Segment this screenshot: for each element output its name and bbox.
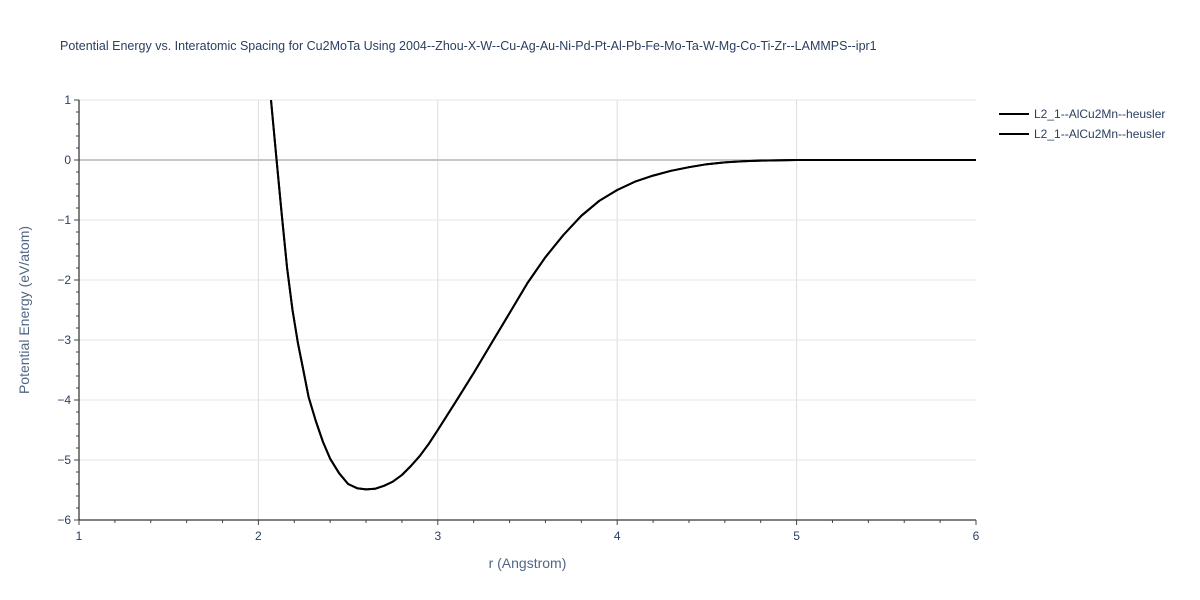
y-tick-label: −3 — [57, 333, 71, 347]
y-tick-labels: 1 0 −1 −2 −3 −4 −5 −6 — [57, 93, 71, 527]
grid — [79, 99, 976, 520]
y-tick-label: −2 — [57, 273, 71, 287]
y-tick-label: −1 — [57, 213, 71, 227]
axes — [74, 99, 977, 525]
y-tick-label: 1 — [64, 93, 71, 107]
y-tick-label: −5 — [57, 453, 71, 467]
x-tick-label: 3 — [434, 529, 441, 543]
series-line-1 — [270, 100, 976, 491]
x-tick-label: 6 — [973, 529, 980, 543]
x-axis-title: r (Angstrom) — [489, 555, 567, 571]
x-tick-label: 1 — [76, 529, 83, 543]
x-tick-label: 4 — [614, 529, 621, 543]
legend[interactable]: L2_1--AlCu2Mn--heusler L2_1--AlCu2Mn--heu… — [999, 107, 1165, 141]
legend-label: L2_1--AlCu2Mn--heusler — [1034, 127, 1165, 141]
y-tick-label: 0 — [64, 153, 71, 167]
y-axis-title: Potential Energy (eV/atom) — [16, 226, 32, 394]
x-tick-labels: 1 2 3 4 5 6 — [76, 529, 980, 543]
x-tick-label: 2 — [255, 529, 262, 543]
series-line-2 — [270, 100, 976, 491]
y-tick-label: −4 — [57, 393, 71, 407]
chart-title: Potential Energy vs. Interatomic Spacing… — [60, 39, 877, 53]
legend-label: L2_1--AlCu2Mn--heusler — [1034, 107, 1165, 121]
series-group — [270, 100, 976, 491]
y-tick-label: −6 — [57, 513, 71, 527]
x-tick-label: 5 — [793, 529, 800, 543]
